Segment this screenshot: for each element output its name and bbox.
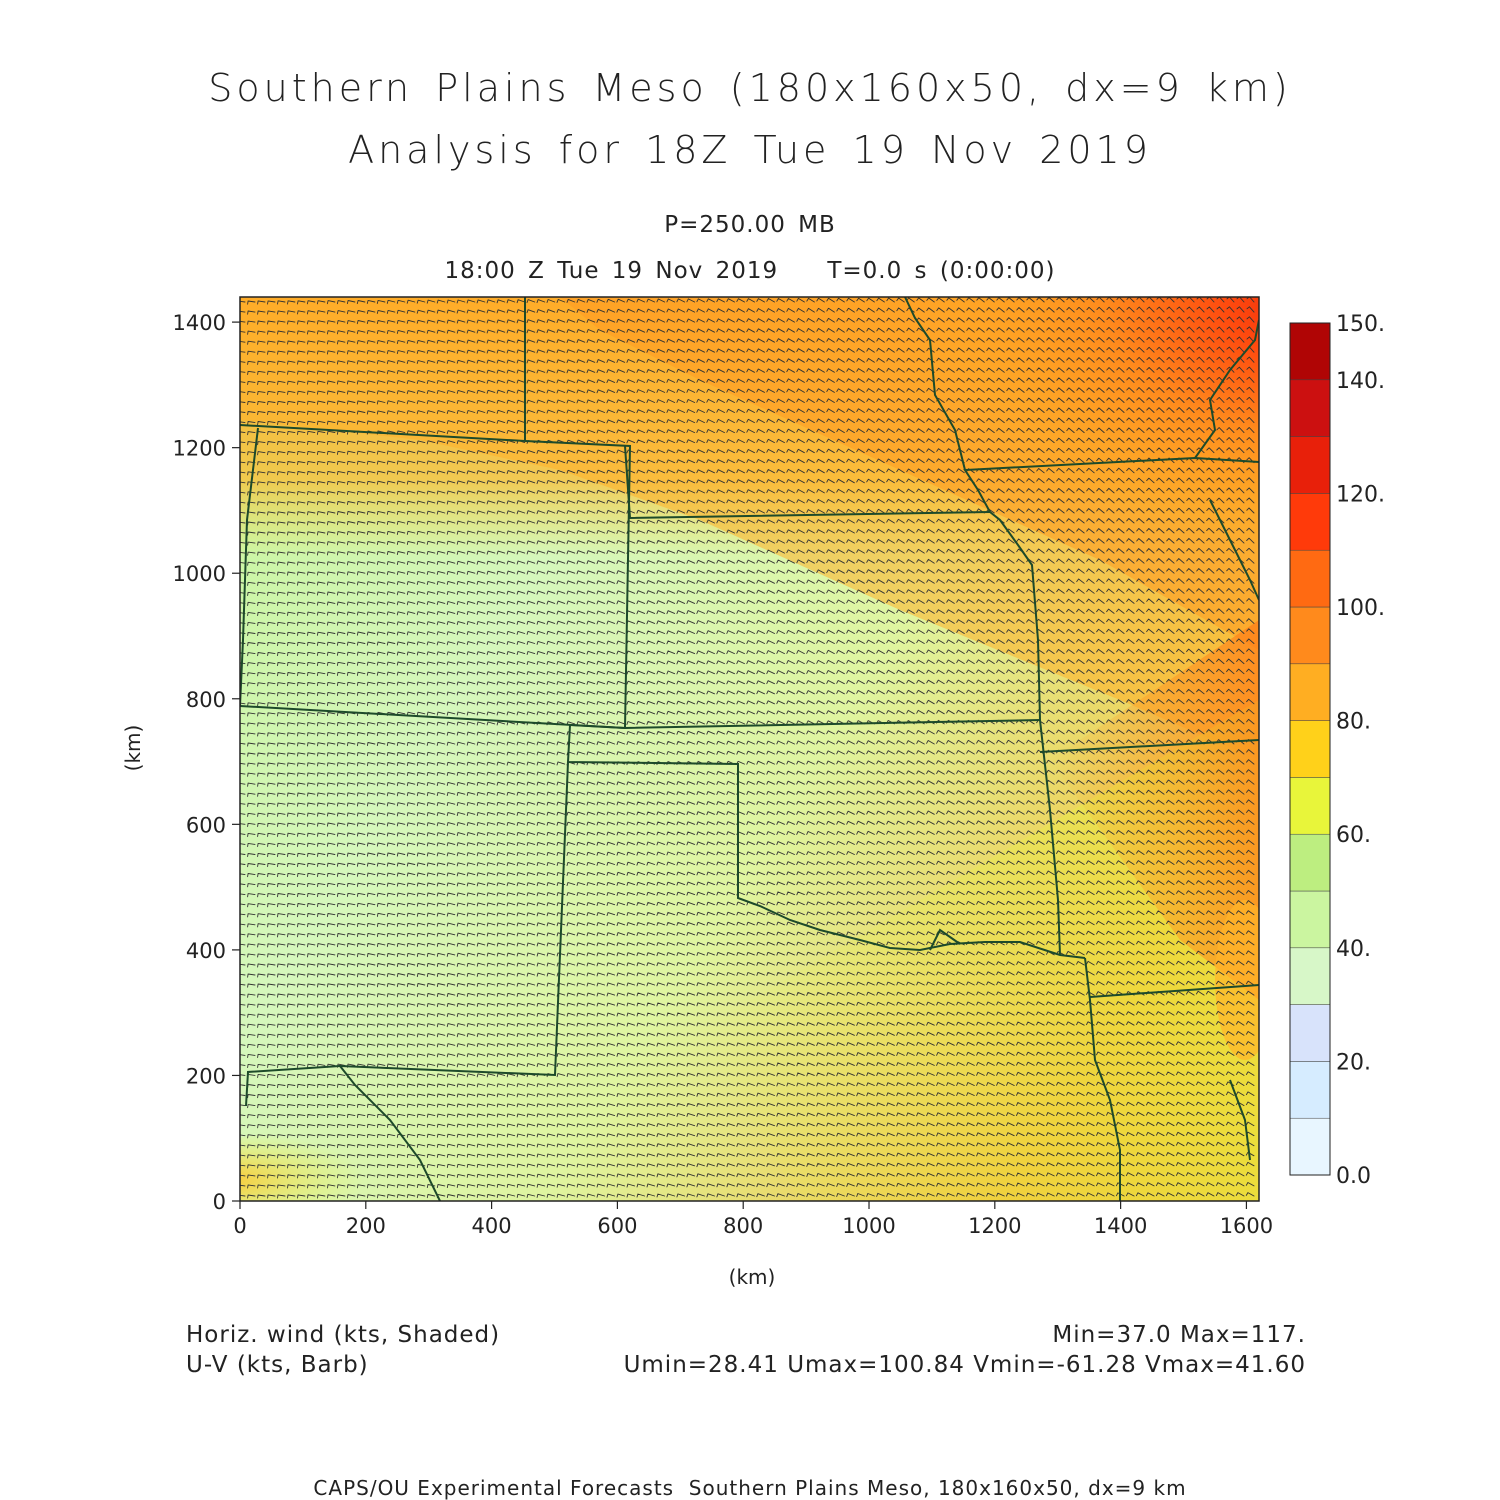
colorbar-label: 60.: [1336, 823, 1371, 848]
colorbar-segment: [1289, 1061, 1331, 1119]
state-boundaries: [240, 297, 1259, 1201]
x-tick-label: 200: [346, 1214, 386, 1238]
colorbar-segment: [1289, 890, 1331, 949]
wind-barbs: [240, 297, 1255, 1199]
wind-map-figure: 0 200 400 600 800 1000 1200 1400 1600 0 200 400 600…: [121, 296, 1385, 1289]
y-tick-label: 800: [186, 688, 226, 712]
colorbar-segment: [1289, 833, 1331, 892]
colorbar-label: 40.: [1336, 937, 1371, 962]
valid-time: 18:00 Z Tue 19 Nov 2019 T=0.0 s (0:00:00…: [444, 258, 1056, 284]
plot-title-line1: Southern Plains Meso (180x160x50, dx=9 k…: [208, 66, 1292, 110]
plot-title-line2: Analysis for 18Z Tue 19 Nov 2019: [348, 128, 1152, 172]
colorbar-label: 100.: [1336, 596, 1385, 621]
x-tick-label: 600: [597, 1214, 637, 1238]
y-tick-label: 1400: [173, 311, 226, 335]
min-max-stats: Min=37.0 Max=117.: [1052, 1322, 1306, 1348]
x-axis-ticks: 0 200 400 600 800 1000 1200 1400 1600: [233, 1201, 1273, 1238]
colorbar: 0.0 20. 40. 60. 80. 100. 120. 140. 150.: [1289, 312, 1385, 1189]
shaded-field-label: Horiz. wind (kts, Shaded): [186, 1322, 501, 1348]
colorbar-segment: [1289, 720, 1331, 778]
colorbar-segment: [1289, 379, 1331, 437]
y-tick-label: 400: [186, 939, 226, 963]
colorbar-label: 0.0: [1336, 1164, 1371, 1189]
y-axis-label: (km): [121, 725, 145, 772]
barb-field-label: U-V (kts, Barb): [186, 1352, 369, 1378]
x-tick-label: 1600: [1220, 1214, 1273, 1238]
colorbar-segment: [1289, 322, 1331, 381]
y-axis-ticks: 0 200 400 600 800 1000 1200 1400: [173, 311, 240, 1214]
y-tick-label: 600: [186, 813, 226, 837]
colorbar-label: 120.: [1336, 482, 1385, 507]
shaded-wind-field: [240, 297, 1259, 1201]
colorbar-segment: [1289, 1004, 1331, 1062]
footer-credit: CAPS/OU Experimental Forecasts Southern …: [313, 1476, 1187, 1500]
pressure-level: P=250.00 MB: [664, 212, 836, 238]
colorbar-label: 20.: [1336, 1050, 1371, 1075]
colorbar-segment: [1289, 663, 1331, 721]
colorbar-segment: [1289, 1117, 1331, 1176]
x-axis-label: (km): [729, 1265, 776, 1289]
colorbar-segment: [1289, 493, 1331, 551]
x-tick-label: 1400: [1094, 1214, 1147, 1238]
colorbar-label: 150.: [1336, 312, 1385, 337]
colorbar-segment: [1289, 549, 1331, 608]
x-tick-label: 1200: [968, 1214, 1021, 1238]
colorbar-segment: [1289, 606, 1331, 665]
y-tick-label: 200: [186, 1064, 226, 1088]
x-tick-label: 800: [723, 1214, 763, 1238]
x-tick-label: 400: [472, 1214, 512, 1238]
x-tick-label: 0: [233, 1214, 246, 1238]
y-tick-label: 0: [213, 1190, 226, 1214]
colorbar-segment: [1289, 947, 1331, 1005]
colorbar-label: 140.: [1336, 369, 1385, 394]
colorbar-segment: [1289, 436, 1331, 494]
y-tick-label: 1000: [173, 562, 226, 586]
colorbar-segment: [1289, 777, 1331, 835]
x-tick-label: 1000: [842, 1214, 895, 1238]
colorbar-label: 80.: [1336, 710, 1371, 735]
plot-frame: [239, 296, 1260, 1202]
uv-stats: Umin=28.41 Umax=100.84 Vmin=-61.28 Vmax=…: [623, 1352, 1306, 1378]
y-tick-label: 1200: [173, 437, 226, 461]
